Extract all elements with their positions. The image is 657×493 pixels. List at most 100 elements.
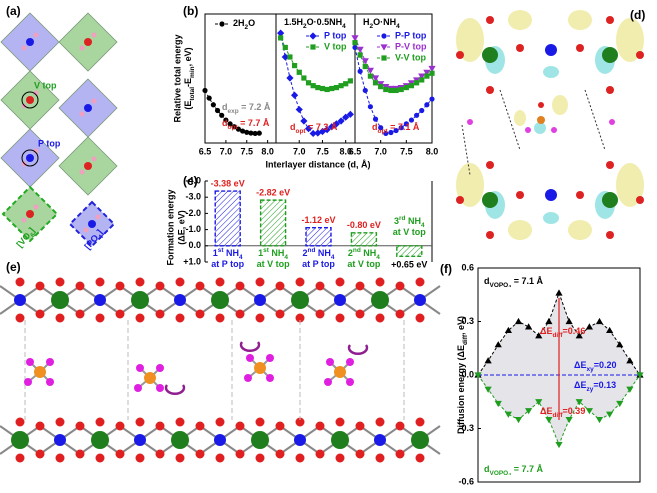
data-point xyxy=(429,70,435,76)
atom xyxy=(606,16,614,24)
annotation: dopt = 7.1 Å xyxy=(372,122,420,135)
text-part: 4 xyxy=(331,254,335,261)
atom xyxy=(215,417,225,427)
data-point xyxy=(362,87,368,94)
data-point xyxy=(239,128,246,134)
atom xyxy=(84,104,92,112)
atom xyxy=(88,220,96,228)
atom xyxy=(335,277,345,287)
data-point xyxy=(595,416,604,424)
atom xyxy=(35,421,45,431)
plot-frame xyxy=(354,13,433,144)
x-tick-label: at V top xyxy=(393,227,427,237)
orbital-lobe xyxy=(568,220,592,240)
data-point xyxy=(419,77,425,83)
data-point xyxy=(403,121,409,127)
atom xyxy=(346,358,354,366)
x-tick-label: 6.5 xyxy=(349,146,362,156)
atom xyxy=(295,417,305,427)
x-tick-label: 7.5 xyxy=(241,146,254,156)
data-point xyxy=(347,78,353,84)
atom xyxy=(254,294,266,306)
data-point xyxy=(484,386,492,393)
y-axis-label: Formation energy xyxy=(165,189,175,265)
atom xyxy=(467,119,473,125)
bond-dash xyxy=(584,89,606,151)
atom xyxy=(134,384,142,392)
text-part: 4 xyxy=(342,23,346,30)
atom xyxy=(11,431,29,449)
atom xyxy=(411,431,429,449)
text-part: xy xyxy=(586,366,594,373)
atom xyxy=(335,453,345,463)
atom xyxy=(315,281,325,291)
atom xyxy=(275,281,285,291)
data-point xyxy=(367,104,373,110)
data-point xyxy=(555,441,563,449)
data-point xyxy=(314,129,322,137)
atom xyxy=(244,374,252,382)
atom xyxy=(576,44,584,52)
data-point xyxy=(342,113,350,121)
y-tick-label: -1.0 xyxy=(185,224,201,234)
text-part: d xyxy=(372,122,378,132)
atom xyxy=(346,378,354,386)
data-point xyxy=(372,116,379,122)
legend-marker xyxy=(310,44,316,50)
atom xyxy=(26,154,34,162)
atom xyxy=(215,313,225,323)
atom xyxy=(266,354,274,362)
rotation-arrow xyxy=(347,344,369,355)
panel-label: (f) xyxy=(440,262,452,276)
data-point xyxy=(393,127,399,134)
data-point xyxy=(595,317,604,325)
atom xyxy=(482,192,498,208)
atom xyxy=(486,161,494,169)
x-tick-label: 3rd NH4 xyxy=(394,215,425,229)
data-point xyxy=(338,83,344,89)
annotation: ΔEdiff=0.39 xyxy=(540,406,585,419)
rotation-arrow xyxy=(164,384,186,395)
text-part: NH xyxy=(315,248,331,258)
y-tick-label: 0.6 xyxy=(461,262,474,272)
text-part: = 7.7 Å xyxy=(511,464,543,474)
data-point xyxy=(305,80,312,86)
atom xyxy=(115,309,125,319)
text-part: d xyxy=(484,464,490,474)
atom xyxy=(55,417,65,427)
y-axis-label: Relative total energy xyxy=(172,34,182,122)
atom xyxy=(486,16,494,24)
atom xyxy=(355,309,365,319)
data-point xyxy=(352,44,358,51)
y-tick-label: -4.0 xyxy=(185,175,201,185)
atom xyxy=(26,358,34,366)
atom xyxy=(15,277,25,287)
data-point xyxy=(315,84,321,91)
atom xyxy=(24,378,32,386)
data-point xyxy=(231,124,237,130)
atom xyxy=(235,421,245,431)
atom xyxy=(355,281,365,291)
atom xyxy=(91,431,109,449)
atom xyxy=(134,434,146,446)
atom xyxy=(175,277,185,287)
atom xyxy=(255,417,265,427)
data-point xyxy=(383,130,389,137)
atom xyxy=(326,358,334,366)
text-part: zy xyxy=(586,386,593,393)
legend-label: V top xyxy=(324,41,347,51)
atom xyxy=(375,417,385,427)
annotation: dVOPO₄ = 7.1 Å xyxy=(484,276,544,289)
atom xyxy=(636,51,644,59)
atom xyxy=(79,169,85,175)
x-tick-label: at V top xyxy=(257,259,291,269)
legend-label: P-P top xyxy=(395,30,427,40)
x-tick-label: 8.0 xyxy=(339,146,352,156)
atom xyxy=(275,421,285,431)
legend-label: 2H2O xyxy=(233,18,255,31)
data-point xyxy=(277,29,285,37)
text-part: 2 xyxy=(303,23,307,30)
text-part: d xyxy=(222,102,228,112)
atom xyxy=(235,281,245,291)
